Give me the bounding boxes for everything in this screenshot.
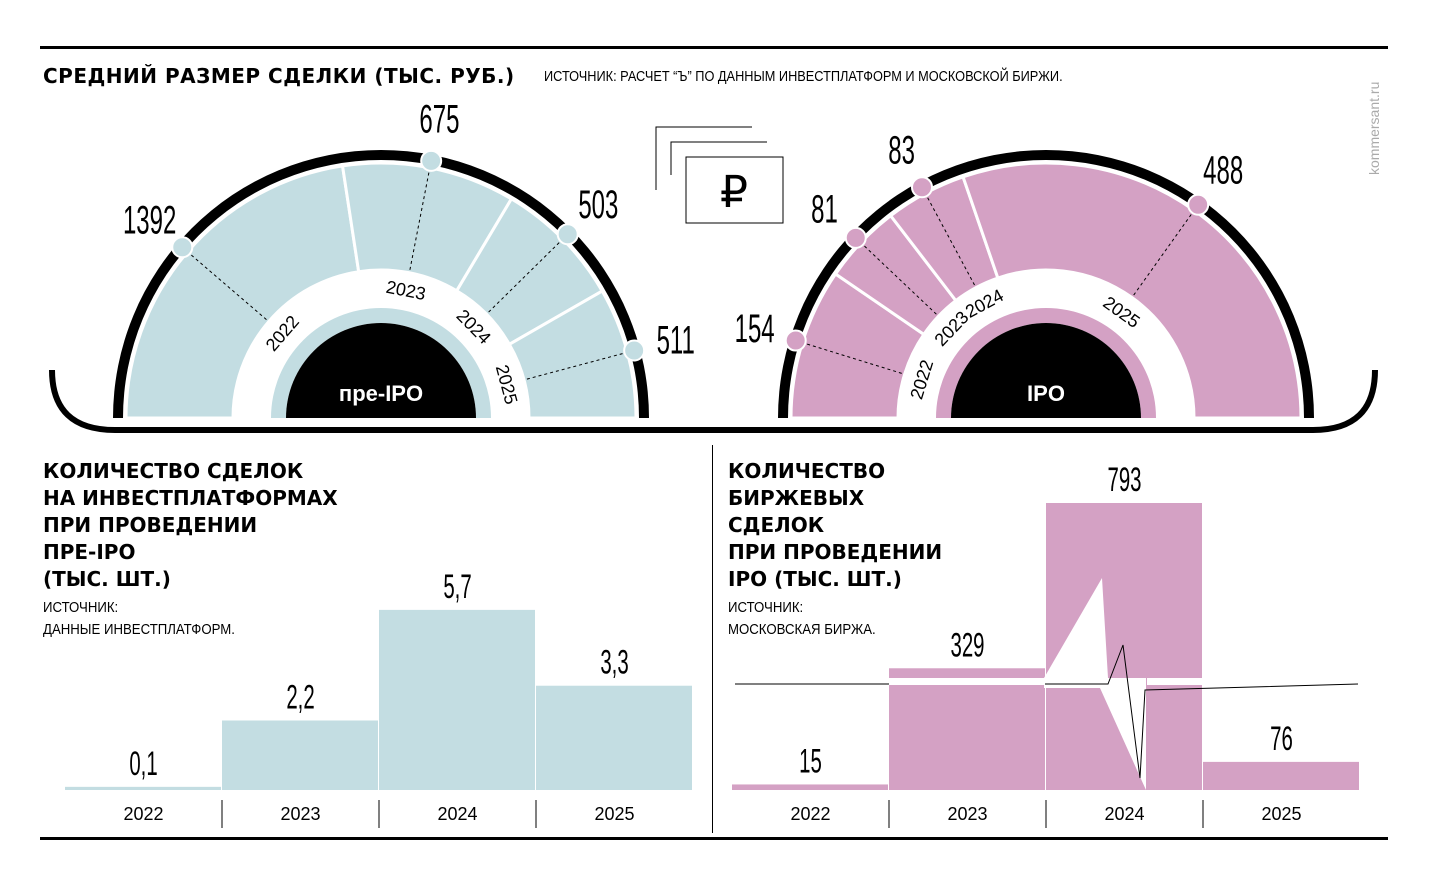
sector-2022 [124,164,361,420]
bottom-rule [40,837,1388,840]
x-tick-label: 2022 [123,804,163,824]
bar-value-label: 2,2 [286,678,314,716]
break-gap-2024 [1147,678,1203,685]
inner-ring [936,308,1156,418]
bar-value-label: 0,1 [129,745,157,783]
ruble-frame [655,126,784,224]
right-bar-source: ИСТОЧНИК: МОСКОВСКАЯ БИРЖА. [728,599,876,638]
bar-2025 [1203,761,1359,790]
value-label: 675 [419,96,459,141]
x-tick-label: 2025 [594,804,634,824]
year-label: 2025 [492,363,522,407]
value-marker [420,149,443,172]
bar-2022 [65,786,221,790]
value-label: 83 [888,127,915,172]
column-divider [712,445,713,833]
bar-value-label: 15 [799,742,822,780]
leader-line [487,233,569,314]
left-bar-title: КОЛИЧЕСТВО СДЕЛОК НА ИНВЕСТПЛАТФОРМАХ ПР… [43,459,338,591]
inner-ring [271,308,491,418]
value-label: 1392 [123,197,176,242]
center-label: пре-IPO [339,381,423,406]
ruble-icon: ₽ [720,168,748,217]
value-marker [784,329,807,352]
leader-line [921,186,976,287]
value-label: 511 [657,317,695,362]
value-marker [623,339,646,362]
value-label: 81 [811,186,838,231]
axis-break-line [735,644,1359,779]
value-label: 488 [1203,147,1243,192]
leader-line [409,160,432,271]
x-tick-label: 2023 [947,804,987,824]
base-curve [49,369,1378,433]
value-marker [844,226,867,249]
bar-value-label: 5,7 [443,568,471,606]
x-tick-label: 2023 [280,804,320,824]
value-marker [556,223,579,246]
center-core [951,323,1141,418]
year-label: 2023 [384,277,427,304]
leader-line [795,340,903,375]
bar-2023 [222,720,378,790]
sector-2025 [961,161,1303,420]
bar-2022 [732,784,888,790]
leader-line [525,350,635,380]
bar-2025 [536,685,692,790]
right-bar-title: КОЛИЧЕСТВО БИРЖЕВЫХ СДЕЛОК ПРИ ПРОВЕДЕНИ… [728,459,943,591]
x-tick-label: 2024 [1104,804,1144,824]
center-core [286,323,476,418]
leader-line [181,246,268,321]
sector-2025 [507,289,638,420]
x-tick-label: 2022 [790,804,830,824]
source-note: ИСТОЧНИК: РАСЧЕТ “Ъ” ПО ДАННЫМ ИНВЕСТПЛА… [544,68,1063,85]
left-bar-source: ИСТОЧНИК: ДАННЫЕ ИНВЕСТПЛАТФОРМ. [43,599,235,638]
bar-value-label: 793 [1107,461,1141,499]
bar-2023 [889,668,1045,790]
top-rule [40,46,1388,49]
value-marker [1187,193,1210,216]
x-tick-label: 2024 [437,804,477,824]
bar-value-label: 329 [950,626,984,664]
leader-line [855,237,938,316]
value-marker [910,176,933,199]
x-tick-label: 2025 [1261,804,1301,824]
leader-line [1132,204,1199,297]
bar-value-label: 76 [1270,720,1293,758]
value-label: 503 [578,182,618,227]
page-title: СРЕДНИЙ РАЗМЕР СДЕЛКИ (ТЫС. РУБ.) [43,64,515,88]
break-gap-2023 [889,678,1045,685]
center-label: IPO [1027,381,1065,406]
value-label: 154 [735,305,775,350]
bar-2024 [379,609,535,790]
value-marker [171,236,194,259]
year-label: 2022 [906,357,937,401]
bar-value-label: 3,3 [600,643,628,681]
